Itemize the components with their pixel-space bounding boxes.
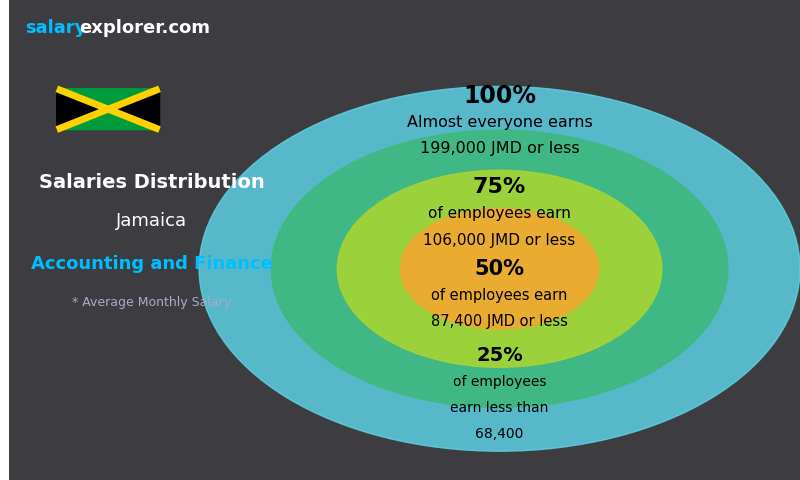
Text: 87,400 JMD or less: 87,400 JMD or less xyxy=(431,314,568,329)
Text: 25%: 25% xyxy=(476,346,523,365)
Text: 199,000 JMD or less: 199,000 JMD or less xyxy=(420,141,579,156)
Polygon shape xyxy=(57,89,159,109)
Text: 68,400: 68,400 xyxy=(475,427,524,442)
Text: earn less than: earn less than xyxy=(450,401,549,415)
Circle shape xyxy=(400,209,598,329)
Text: Jamaica: Jamaica xyxy=(116,212,187,230)
Text: 106,000 JMD or less: 106,000 JMD or less xyxy=(423,232,576,248)
Text: 100%: 100% xyxy=(463,84,536,108)
Text: Accounting and Finance: Accounting and Finance xyxy=(30,255,273,273)
Text: Almost everyone earns: Almost everyone earns xyxy=(406,115,593,130)
Polygon shape xyxy=(108,89,159,130)
Circle shape xyxy=(199,86,800,451)
Text: salary: salary xyxy=(25,19,86,37)
Text: * Average Monthly Salary: * Average Monthly Salary xyxy=(72,296,231,309)
Text: Salaries Distribution: Salaries Distribution xyxy=(38,173,265,192)
Text: 75%: 75% xyxy=(473,177,526,197)
Polygon shape xyxy=(57,109,159,130)
Text: of employees earn: of employees earn xyxy=(428,206,571,221)
Text: of employees earn: of employees earn xyxy=(431,288,568,303)
Polygon shape xyxy=(57,89,108,130)
Circle shape xyxy=(271,130,728,408)
Text: 50%: 50% xyxy=(474,259,525,279)
Text: of employees: of employees xyxy=(453,374,546,389)
Text: explorer.com: explorer.com xyxy=(79,19,210,37)
Circle shape xyxy=(338,170,662,367)
